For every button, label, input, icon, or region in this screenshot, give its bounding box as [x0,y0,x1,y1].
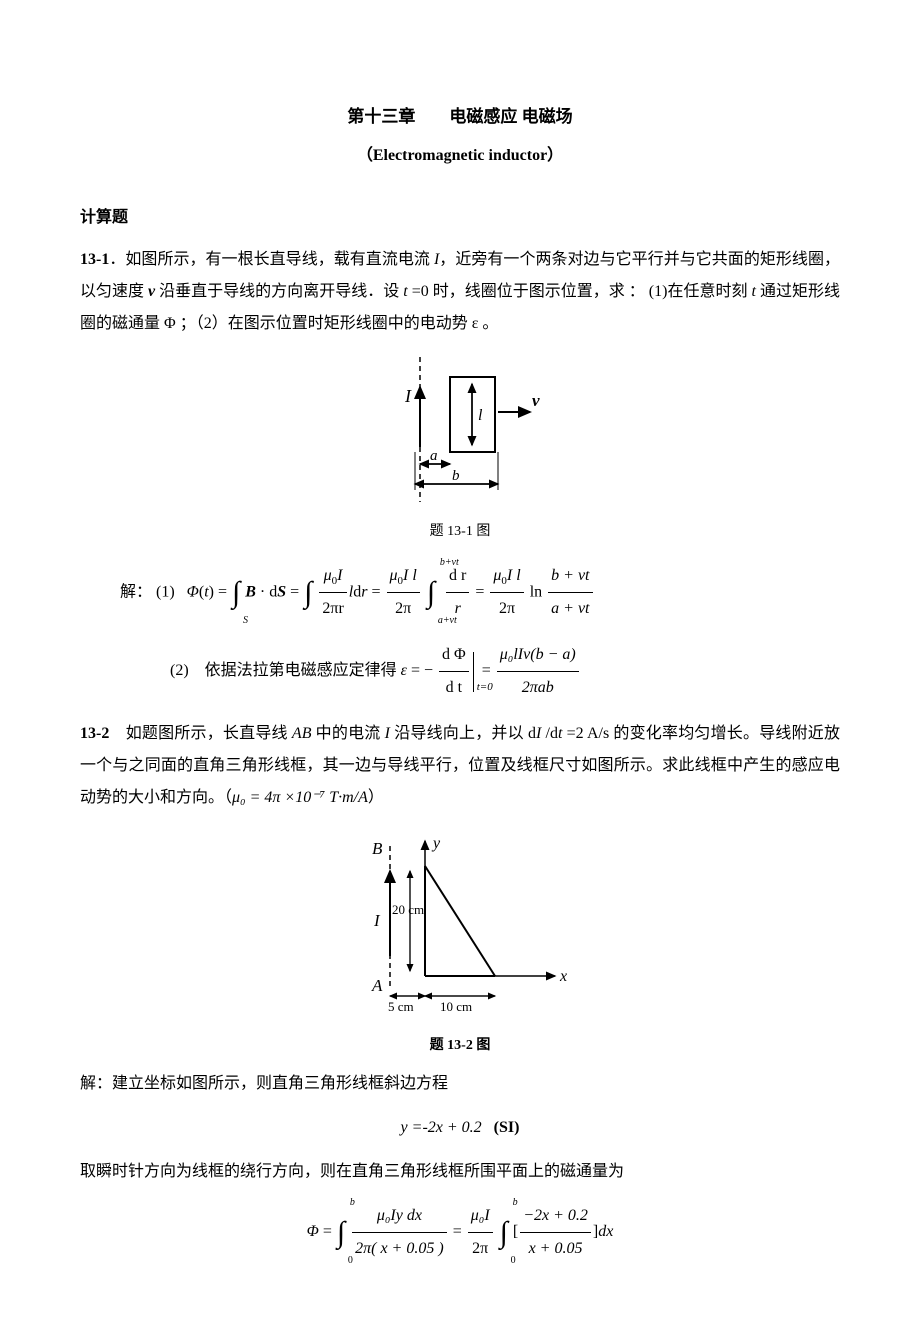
text: 如题图所示，长直导线 [109,725,292,742]
int-lower: 0 [348,1251,353,1271]
figure-13-2-svg: B A I y x 20 cm 5 cm 10 cm [330,826,590,1026]
den: d t [439,672,469,704]
fraction: μ0I l 2π [490,560,523,625]
problem-13-2: 13-2 如题图所示，长直导线 AB 中的电流 I 沿导线向上，并以 dI /d… [80,718,840,814]
ln: ln [530,583,542,600]
eq-y: y =-2x + 0.2 [401,1119,482,1136]
t: t [204,583,208,600]
label-B: B [372,839,383,858]
num: μ₀Iy dx [352,1200,447,1233]
dx: dx [598,1223,613,1240]
fraction: −2x + 0.2 x + 0.05 [520,1200,591,1265]
label-v: v [532,391,540,410]
num: μ₀lIv(b − a) [497,639,579,672]
solution-13-2-line1: 解：建立坐标如图所示，则直角三角形线框斜边方程 [80,1068,840,1100]
solution-13-1-eq1: 解： (1) Φ(t) = ∫S B · dS = ∫ μ0I 2πr ldr … [120,560,840,625]
integral: ∫S [231,563,241,623]
int-lower: 0 [511,1251,516,1271]
int-sub: S [243,611,248,631]
fraction: μ₀I 2π [468,1200,493,1265]
B: B [245,583,256,600]
num: μ₀I [468,1200,493,1233]
den: 2π( x + 0.05 ) [352,1233,447,1265]
part-label: (1) [156,583,175,600]
solution-13-1-eq2: (2) 依据法拉第电磁感应定律得 ε = − d Φ d t t=0 = μ₀l… [170,639,840,704]
integral: ∫ b 0 [336,1203,346,1263]
symbol-AB: AB [292,725,312,742]
label-10cm: 10 cm [440,999,472,1014]
l: l [349,583,353,600]
section-heading: 计算题 [80,202,840,234]
fraction: μ₀lIv(b − a) 2πab [497,639,579,704]
label-a: a [430,448,438,464]
solution-prefix: 解： [80,1075,112,1092]
problem-number: 13-1 [80,251,109,268]
int-lower: a+vt [438,611,457,631]
text: ） [368,789,384,806]
fraction: μ0I l 2π [387,560,420,625]
label-5cm: 5 cm [388,999,414,1014]
int-upper: b+vt [440,553,459,573]
fraction: μ₀Iy dx 2π( x + 0.05 ) [352,1200,447,1265]
chapter-subtitle: （Electromagnetic inductor） [80,140,840,172]
text: 沿导线向上，并以 d [390,725,536,742]
den: a + vt [548,593,592,625]
equation-phi: Φ = ∫ b 0 μ₀Iy dx 2π( x + 0.05 ) = μ₀I 2… [80,1200,840,1265]
int-upper: b [350,1193,355,1213]
chapter-title: 第十三章 电磁感应 电磁场 [80,100,840,134]
eval-sub: t=0 [477,676,493,698]
den: 2πab [497,672,579,704]
phi: Φ [187,583,199,600]
text: 建立坐标如图所示，则直角三角形线框斜边方程 [112,1075,448,1092]
den: 2πr [319,593,346,625]
si-tag: (SI) [494,1119,520,1136]
text: /d [541,725,558,742]
den: 2π [387,593,420,625]
fraction: μ0I 2πr [319,560,346,625]
den: 2π [468,1233,493,1265]
figure-caption: 题 13-2 图 [80,1032,840,1060]
solution-prefix: 解： [120,583,152,600]
int-upper: b [513,1193,518,1213]
label-20cm: 20 cm [392,902,424,917]
solution-13-2-line2: 取瞬时针方向为线框的绕行方向，则在直角三角形线框所围平面上的磁通量为 [80,1156,840,1188]
problem-13-1: 13-1．如图所示，有一根长直导线，载有直流电流 I，近旁有一个两条对边与它平行… [80,244,840,340]
text: 中的电流 [311,725,384,742]
num: d Φ [439,639,469,672]
label-I: I [373,911,381,930]
fraction: d Φ d t [439,639,469,704]
label-y: y [431,835,441,852]
figure-caption: 题 13-1 图 [80,518,840,546]
equation-y: y =-2x + 0.2 (SI) [80,1112,840,1144]
text: 沿垂直于导线的方向离开导线．设 [155,283,403,300]
eval-bar: t=0 [473,652,474,692]
figure-13-2: B A I y x 20 cm 5 cm 10 cm 题 13-2 图 [80,826,840,1060]
den: 2π [490,593,523,625]
label-A: A [371,976,383,995]
I: I [337,567,342,584]
text: =0 时，线圈位于图示位置，求 ： (1)在任意时刻 [408,283,752,300]
num: b + vt [548,560,592,593]
figure-13-1: I l v a b 题 13-1 图 [80,352,840,546]
text: ．如图所示，有一根长直导线，载有直流电流 [109,251,434,268]
eps: ε [401,662,407,679]
mu-expr: μ₀ = 4π ×10⁻⁷ T·m/A [232,789,368,806]
den: x + 0.05 [520,1233,591,1265]
part-label: (2) 依据法拉第电磁感应定律得 [170,662,397,679]
label-x: x [559,968,567,985]
label-I: I [404,386,412,406]
label-l: l [478,407,483,424]
phi: Φ [307,1223,319,1240]
num: −2x + 0.2 [520,1200,591,1233]
problem-number: 13-2 [80,725,109,742]
integral: ∫ b+vt a+vt [426,563,436,623]
label-b: b [452,468,460,484]
figure-13-1-svg: I l v a b [370,352,550,512]
integral: ∫ [303,563,313,623]
fraction: b + vt a + vt [548,560,592,625]
integral: ∫ b 0 [499,1203,509,1263]
